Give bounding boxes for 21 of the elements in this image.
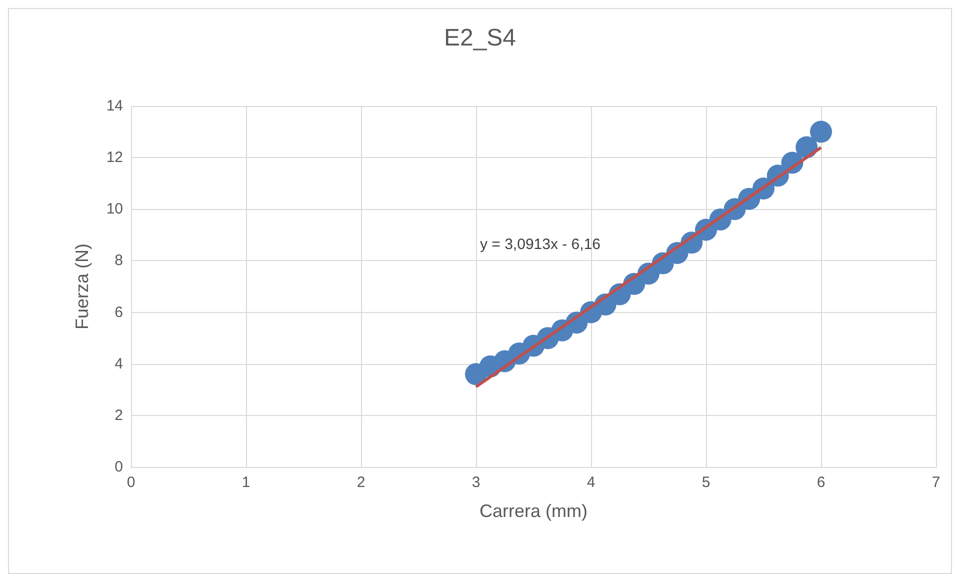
y-tick-label: 2: [114, 406, 123, 424]
x-tick-label: 5: [702, 474, 710, 491]
x-tick-label: 3: [472, 474, 480, 491]
x-tick-label: 6: [816, 474, 826, 491]
x-tick-label: 7: [932, 474, 940, 491]
y-tick-label: 6: [114, 304, 123, 321]
y-tick-label: 10: [106, 200, 123, 218]
x-tick-label: 0: [126, 474, 136, 491]
y-tick-label: 8: [114, 252, 123, 270]
x-axis-title: Carrera (mm): [480, 501, 588, 521]
y-tick-label: 14: [106, 98, 123, 114]
y-axis-title: Fuerza (N): [72, 243, 92, 330]
y-tick-label: 4: [114, 355, 123, 372]
x-tick-label: 4: [586, 474, 596, 491]
chart-title: E2_S4: [444, 24, 516, 52]
point: [810, 120, 832, 143]
x-tick-label: 2: [356, 474, 366, 491]
y-tick-label: 0: [114, 458, 123, 476]
y-tick-label: 12: [106, 149, 123, 166]
x-tick-label: 1: [242, 474, 250, 491]
annotation: y = 3,0913x - 6,16: [480, 236, 600, 253]
